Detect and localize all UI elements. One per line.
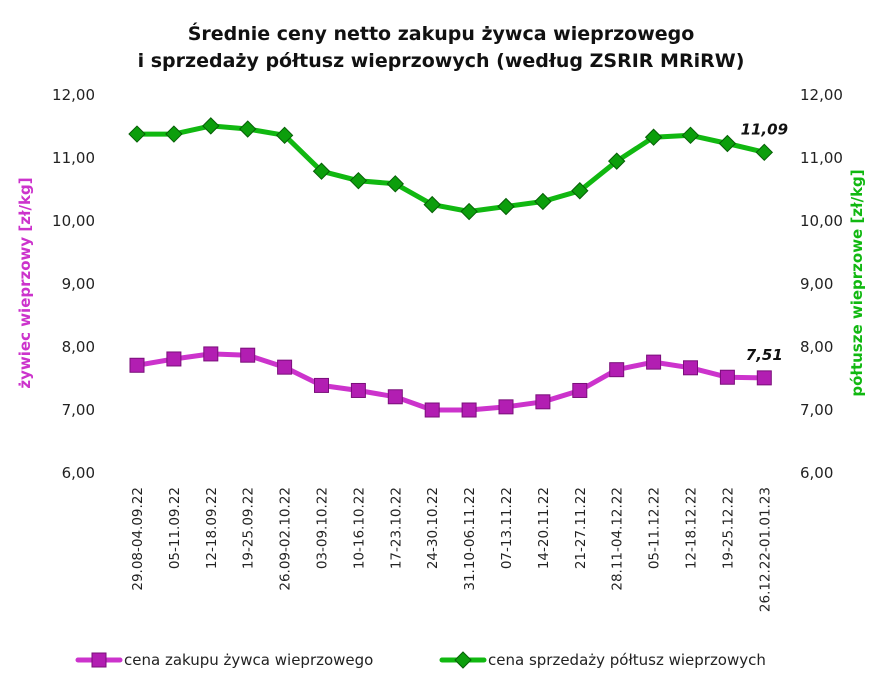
x-tick-label: 19-25.09.22 bbox=[241, 487, 257, 569]
data-point bbox=[572, 382, 588, 398]
left-y-tick-label: 7,00 bbox=[62, 401, 95, 419]
data-point bbox=[202, 117, 220, 135]
right-y-tick-label: 9,00 bbox=[800, 275, 833, 293]
right-y-tick-label: 12,00 bbox=[800, 86, 843, 104]
data-point bbox=[460, 202, 478, 221]
data-point bbox=[165, 125, 183, 143]
x-tick-label: 05-11.09.22 bbox=[167, 487, 183, 569]
x-tick-label: 07-13.11.22 bbox=[499, 487, 515, 569]
right-y-tick-label: 11,00 bbox=[800, 149, 843, 167]
x-tick-label: 31.10-06.11.22 bbox=[462, 487, 478, 591]
series-line bbox=[134, 123, 767, 214]
data-label: 11,09 bbox=[741, 120, 788, 138]
chart-title-line1: Średnie ceny netto zakupu żywca wieprzow… bbox=[188, 21, 695, 45]
data-point bbox=[644, 128, 663, 146]
right-y-axis-label: półtusze wieprzowe [zł/kg] bbox=[848, 169, 866, 396]
data-point bbox=[349, 171, 368, 190]
x-tick-label: 28.11-04.12.22 bbox=[610, 487, 626, 591]
legend-label: cena zakupu żywca wieprzowego bbox=[124, 651, 373, 669]
data-point bbox=[498, 399, 514, 415]
legend: cena zakupu żywca wieprzowego cena sprzed… bbox=[75, 651, 766, 669]
data-point bbox=[718, 134, 737, 153]
x-tick-label: 26.12.22-01.01.23 bbox=[757, 487, 773, 612]
data-point bbox=[571, 182, 589, 200]
data-point bbox=[681, 126, 700, 145]
x-tick-label: 12-18.09.22 bbox=[204, 487, 220, 569]
data-point bbox=[683, 360, 698, 376]
data-point bbox=[423, 195, 441, 214]
data-point bbox=[238, 120, 257, 138]
data-point bbox=[386, 175, 405, 193]
legend-marker bbox=[454, 651, 472, 669]
x-tick-label: 03-09.10.22 bbox=[315, 487, 331, 569]
data-point bbox=[312, 162, 331, 180]
data-point bbox=[387, 389, 403, 405]
data-point bbox=[719, 369, 735, 385]
x-axis: 29.08-04.09.22 05-11.09.22 12-18.09.22 19-2… bbox=[130, 487, 773, 612]
x-tick-label: 29.08-04.09.22 bbox=[130, 487, 146, 591]
legend-marker bbox=[91, 652, 107, 668]
data-point bbox=[535, 394, 551, 410]
data-point bbox=[129, 357, 145, 373]
left-y-axis-label: żywiec wieprzowy [zł/kg] bbox=[16, 177, 34, 388]
x-tick-label: 21-27.11.22 bbox=[573, 487, 589, 569]
x-tick-label: 05-11.12.22 bbox=[647, 487, 663, 569]
data-point bbox=[128, 125, 146, 143]
data-point bbox=[203, 346, 219, 362]
data-point bbox=[755, 143, 774, 162]
x-tick-label: 26.09-02.10.22 bbox=[278, 487, 294, 591]
data-point bbox=[646, 354, 662, 370]
x-tick-label: 14-20.11.22 bbox=[536, 487, 552, 569]
data-point bbox=[461, 402, 477, 418]
data-point bbox=[609, 362, 625, 378]
series-layer: 7,51 11,09 bbox=[128, 117, 788, 418]
right-y-tick-label: 8,00 bbox=[800, 338, 833, 356]
x-tick-label: 10-16.10.22 bbox=[351, 487, 367, 569]
left-y-tick-label: 10,00 bbox=[52, 212, 95, 230]
right-y-axis: 6,00 7,00 8,00 9,00 10,00 11,00 12,00 bbox=[800, 86, 843, 482]
data-point bbox=[424, 402, 440, 418]
data-point bbox=[277, 359, 293, 375]
left-y-tick-label: 8,00 bbox=[62, 338, 95, 356]
left-y-axis: 6,00 7,00 8,00 9,00 10,00 11,00 12,00 bbox=[52, 86, 95, 482]
data-point bbox=[275, 126, 294, 145]
x-tick-label: 17-23.10.22 bbox=[388, 487, 404, 569]
legend-label: cena sprzedaży półtusz wieprzowych bbox=[488, 651, 766, 669]
series-line bbox=[134, 351, 767, 413]
left-y-tick-label: 12,00 bbox=[52, 86, 95, 104]
chart-title-line2: i sprzedaży półtusz wieprzowych (według … bbox=[138, 50, 745, 72]
data-point bbox=[607, 152, 626, 170]
right-y-tick-label: 7,00 bbox=[800, 401, 833, 419]
left-y-tick-label: 9,00 bbox=[62, 275, 95, 293]
left-y-tick-label: 11,00 bbox=[52, 149, 95, 167]
right-y-tick-label: 6,00 bbox=[800, 464, 833, 482]
data-point bbox=[756, 370, 772, 386]
x-tick-label: 19-25.12.22 bbox=[720, 487, 736, 569]
left-y-tick-label: 6,00 bbox=[62, 464, 95, 482]
data-point bbox=[240, 347, 256, 363]
data-label: 7,51 bbox=[746, 346, 783, 364]
data-point bbox=[534, 192, 552, 211]
x-tick-label: 24-30.10.22 bbox=[425, 487, 441, 569]
data-point bbox=[497, 197, 515, 216]
right-y-tick-label: 10,00 bbox=[800, 212, 843, 230]
data-point bbox=[314, 377, 329, 393]
data-point bbox=[350, 382, 366, 398]
x-tick-label: 12-18.12.22 bbox=[684, 487, 700, 569]
data-point bbox=[166, 351, 182, 367]
